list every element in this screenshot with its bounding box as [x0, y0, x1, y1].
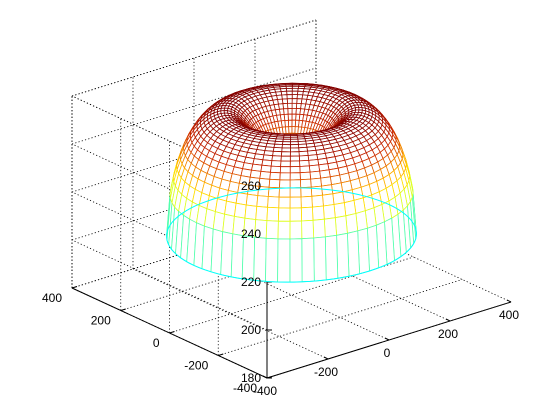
mesh-cell	[289, 207, 303, 222]
mesh-cell	[280, 160, 291, 168]
mesh-cell	[277, 207, 291, 222]
mesh-cell	[322, 193, 335, 207]
mesh-cell	[281, 144, 291, 149]
grid-line-floor-x	[132, 268, 329, 360]
mesh-cell	[289, 172, 301, 181]
mesh-cell	[301, 237, 315, 283]
mesh-cell	[291, 98, 298, 104]
mesh-cell	[291, 119, 297, 127]
mesh-cell	[289, 147, 300, 153]
mesh-cell	[220, 231, 234, 278]
mesh-cell	[289, 160, 301, 168]
x-tick-label: -200	[314, 365, 338, 379]
mesh-cell	[334, 215, 348, 236]
mesh-cell	[333, 202, 347, 219]
mesh-cell	[259, 170, 271, 180]
mesh-cell	[336, 232, 350, 279]
mesh-cell	[300, 195, 313, 209]
mesh-cell	[265, 237, 279, 283]
mesh-cell	[289, 196, 302, 209]
mesh-cell	[279, 172, 291, 181]
mesh-cell	[291, 126, 296, 134]
mesh-cell	[299, 178, 312, 189]
x-tick-label: 0	[384, 346, 391, 360]
mesh-cell	[289, 155, 300, 162]
mesh-cell	[291, 102, 298, 109]
mesh-cell	[256, 195, 269, 208]
mesh-cell	[346, 230, 361, 277]
mesh-cell	[279, 179, 291, 189]
mesh-cell	[265, 220, 279, 240]
mesh-cell	[278, 196, 291, 209]
z-tick-label: 200	[241, 323, 261, 337]
mesh-cell	[281, 147, 291, 153]
mesh-cell	[277, 238, 291, 283]
mesh-cell	[299, 159, 310, 167]
mesh-cell	[324, 234, 339, 281]
mesh-cell	[279, 166, 291, 174]
surface-rim	[166, 187, 417, 283]
mesh-cell	[313, 236, 327, 282]
mesh-cell	[289, 220, 303, 240]
z-tick-label: 220	[241, 275, 261, 289]
mesh-cell	[312, 218, 326, 239]
mesh-cell	[322, 204, 336, 220]
mesh-cell	[299, 165, 311, 174]
mesh-cell	[280, 151, 291, 157]
mesh-cell	[299, 171, 312, 181]
mesh-cell	[269, 171, 281, 181]
y-tick-label: 200	[91, 314, 111, 328]
mesh-cell	[289, 166, 301, 174]
x-tick-label: -400	[253, 384, 277, 398]
mesh-cell	[286, 94, 293, 100]
mesh-cell	[222, 213, 235, 235]
mesh-cell	[289, 187, 302, 198]
mesh-cell	[270, 165, 282, 174]
mesh-cell	[286, 90, 293, 96]
grid-line-floor-y	[218, 279, 463, 356]
y-tick-label: -400	[233, 381, 257, 395]
mesh-cell	[291, 90, 299, 95]
mesh-cell	[289, 179, 302, 189]
mesh-cell	[245, 193, 259, 207]
y-tick-label: 400	[42, 291, 62, 305]
mesh-cell	[301, 219, 315, 240]
mesh-cell	[244, 204, 258, 221]
mesh-cell	[291, 113, 297, 121]
mesh-cell	[300, 206, 314, 222]
tick-labels: 180 200 220 240 260 -400 -200 0 200 400 -400 -200 0 2…	[42, 179, 519, 398]
mesh-cell	[277, 220, 291, 240]
mesh-cell	[267, 196, 280, 209]
mesh-cell	[291, 94, 298, 100]
mesh-cell	[280, 155, 291, 162]
mesh-cell	[255, 205, 269, 222]
mesh-cell	[310, 185, 323, 197]
y-tick-label: -200	[184, 359, 208, 373]
mesh-cell	[311, 205, 325, 221]
x-tick-label: 200	[438, 327, 458, 341]
mesh-cell	[278, 187, 291, 198]
mesh-cell	[241, 235, 256, 281]
mesh-cell	[289, 238, 303, 283]
z-tick-label: 180	[241, 371, 261, 385]
y-tick-label: 0	[153, 336, 160, 350]
z-tick-label: 240	[241, 227, 261, 241]
mesh-cell	[268, 178, 281, 189]
mesh-cell	[345, 213, 359, 234]
mesh-cell	[286, 98, 293, 104]
x-tick-label: 400	[499, 308, 519, 322]
surface-mesh	[166, 82, 417, 283]
mesh-cell	[323, 217, 338, 238]
mesh-cell	[270, 160, 282, 168]
mesh-cell	[266, 206, 280, 222]
z-tick-label: 260	[241, 179, 261, 193]
mesh-cell	[311, 194, 324, 208]
mesh-cell	[233, 202, 247, 219]
mesh-cell	[287, 102, 293, 109]
mesh-cell	[289, 151, 300, 157]
mesh-cell	[271, 155, 282, 162]
mesh-cell	[310, 177, 322, 188]
